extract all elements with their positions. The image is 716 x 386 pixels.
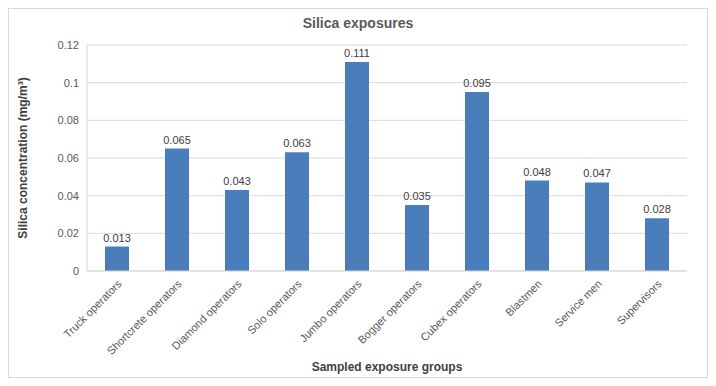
svg-text:Diamond operators: Diamond operators	[169, 277, 244, 352]
svg-text:Truck operators: Truck operators	[61, 277, 124, 340]
svg-text:0.048: 0.048	[523, 166, 551, 178]
svg-text:0: 0	[73, 265, 79, 277]
svg-text:Cubex operators: Cubex operators	[418, 277, 484, 343]
svg-text:Silica concentration (mg/m³): Silica concentration (mg/m³)	[16, 77, 30, 238]
svg-text:0.12: 0.12	[58, 39, 79, 51]
svg-text:Shortcrete operators: Shortcrete operators	[104, 277, 184, 357]
svg-text:Bogger operators: Bogger operators	[355, 277, 424, 346]
svg-text:Sampled exposure groups: Sampled exposure groups	[312, 360, 463, 374]
svg-text:0.02: 0.02	[58, 227, 79, 239]
svg-text:0.063: 0.063	[283, 137, 311, 149]
svg-text:Service men: Service men	[552, 277, 604, 329]
svg-text:0.035: 0.035	[403, 190, 431, 202]
svg-text:0.04: 0.04	[58, 190, 79, 202]
svg-text:0.047: 0.047	[583, 167, 611, 179]
svg-text:Jumbo operators: Jumbo operators	[297, 277, 364, 344]
svg-text:0.111: 0.111	[344, 47, 370, 59]
svg-text:0.013: 0.013	[103, 232, 131, 244]
svg-text:0.08: 0.08	[58, 114, 79, 126]
svg-text:0.095: 0.095	[463, 77, 491, 89]
svg-text:Solo operators: Solo operators	[245, 277, 304, 336]
html-text:Silica exposures: Silica exposures	[302, 15, 414, 31]
svg-text:0.065: 0.065	[163, 134, 191, 146]
svg-text:0.06: 0.06	[58, 152, 79, 164]
svg-text:Blastmen: Blastmen	[503, 277, 544, 318]
svg-text:0.043: 0.043	[223, 175, 251, 187]
svg-text:Supervisors: Supervisors	[614, 277, 664, 327]
svg-text:0.1: 0.1	[64, 77, 79, 89]
svg-text:0.028: 0.028	[643, 203, 671, 215]
